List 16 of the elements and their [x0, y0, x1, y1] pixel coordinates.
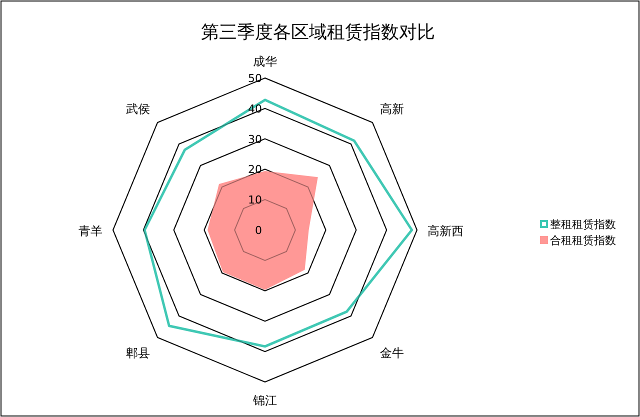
spoke-label: 高新西	[428, 224, 464, 238]
spoke-label: 青羊	[78, 224, 102, 238]
spoke-label: 金牛	[380, 346, 404, 360]
y-tick-label: 0	[255, 224, 262, 237]
y-tick-label: 10	[248, 194, 262, 207]
legend-label: 整租租赁指数	[550, 218, 616, 231]
chart-title: 第三季度各区域租赁指数对比	[201, 22, 435, 43]
spoke-label: 武侯	[126, 102, 150, 116]
spoke-label: 成华	[253, 54, 277, 68]
y-tick-label: 20	[248, 163, 262, 176]
y-tick-label: 30	[248, 132, 262, 146]
spoke-label: 锦江	[252, 394, 277, 408]
y-tick-label: 50	[248, 72, 262, 85]
spoke-label: 高新	[380, 102, 404, 116]
spoke-label: 郫县	[126, 346, 150, 360]
legend-label: 合租租赁指数	[550, 234, 616, 247]
